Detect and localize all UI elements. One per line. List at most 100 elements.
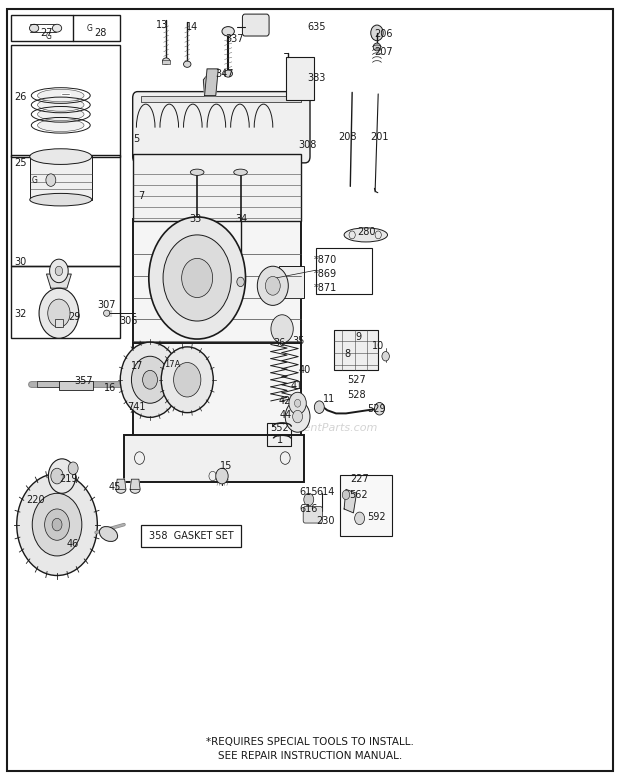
Bar xyxy=(59,381,93,390)
Ellipse shape xyxy=(116,485,126,493)
Text: 34: 34 xyxy=(236,215,248,224)
Circle shape xyxy=(51,468,63,484)
Circle shape xyxy=(46,174,56,186)
Text: 32: 32 xyxy=(14,309,27,319)
Text: 14: 14 xyxy=(186,23,198,32)
Bar xyxy=(279,266,304,298)
Circle shape xyxy=(48,299,70,327)
Ellipse shape xyxy=(184,61,191,67)
Circle shape xyxy=(314,401,324,413)
Text: 208: 208 xyxy=(338,132,356,142)
Text: 36: 36 xyxy=(273,338,285,348)
Ellipse shape xyxy=(30,149,92,164)
Text: 16: 16 xyxy=(104,383,117,392)
Polygon shape xyxy=(130,479,140,489)
Bar xyxy=(141,525,241,547)
Circle shape xyxy=(265,276,280,295)
Polygon shape xyxy=(344,489,356,513)
Circle shape xyxy=(374,402,384,415)
FancyBboxPatch shape xyxy=(133,92,310,163)
Circle shape xyxy=(257,266,288,305)
Text: 280: 280 xyxy=(357,227,376,236)
Polygon shape xyxy=(205,69,218,96)
Text: 383: 383 xyxy=(308,74,326,83)
FancyBboxPatch shape xyxy=(133,154,301,221)
Circle shape xyxy=(52,518,62,531)
Text: 592: 592 xyxy=(368,512,386,521)
Circle shape xyxy=(163,235,231,321)
Circle shape xyxy=(50,259,68,283)
Text: 219: 219 xyxy=(59,474,78,484)
Text: 27: 27 xyxy=(40,28,53,38)
Text: 206: 206 xyxy=(374,30,392,39)
Text: 635: 635 xyxy=(307,23,326,32)
Text: 25: 25 xyxy=(14,158,27,168)
Text: 347: 347 xyxy=(215,69,234,78)
Text: 741: 741 xyxy=(127,402,146,412)
Circle shape xyxy=(32,493,82,556)
Circle shape xyxy=(45,509,69,540)
Bar xyxy=(11,15,120,41)
Text: 29: 29 xyxy=(68,312,81,322)
Ellipse shape xyxy=(224,70,232,77)
Text: 17: 17 xyxy=(131,362,144,371)
Bar xyxy=(340,475,392,536)
Text: 41: 41 xyxy=(290,381,303,391)
Circle shape xyxy=(355,512,365,525)
Ellipse shape xyxy=(99,526,118,542)
Text: 616: 616 xyxy=(299,504,318,514)
Text: *REQUIRES SPECIAL TOOLS TO INSTALL.: *REQUIRES SPECIAL TOOLS TO INSTALL. xyxy=(206,738,414,747)
Text: SEE REPAIR INSTRUCTION MANUAL.: SEE REPAIR INSTRUCTION MANUAL. xyxy=(218,751,402,760)
Bar xyxy=(11,155,120,266)
Text: G: G xyxy=(31,175,37,185)
Circle shape xyxy=(271,315,293,343)
Ellipse shape xyxy=(104,310,110,316)
Circle shape xyxy=(174,363,201,397)
Circle shape xyxy=(382,352,389,361)
Circle shape xyxy=(131,356,169,403)
Ellipse shape xyxy=(38,119,84,132)
Bar xyxy=(316,248,372,294)
Circle shape xyxy=(342,490,350,500)
Text: 33: 33 xyxy=(189,215,202,224)
Ellipse shape xyxy=(30,24,38,32)
Text: 10: 10 xyxy=(372,341,384,351)
Text: 308: 308 xyxy=(298,140,317,150)
Circle shape xyxy=(304,493,314,506)
Text: 1: 1 xyxy=(277,435,283,445)
Text: 9: 9 xyxy=(355,332,361,341)
Text: 227: 227 xyxy=(350,474,369,484)
Text: 28: 28 xyxy=(94,28,107,38)
Text: 230: 230 xyxy=(316,516,335,525)
Text: 201: 201 xyxy=(370,132,389,142)
Bar xyxy=(37,381,87,387)
Text: 357: 357 xyxy=(74,377,93,386)
Ellipse shape xyxy=(190,169,204,175)
Ellipse shape xyxy=(234,169,247,175)
Circle shape xyxy=(371,25,383,41)
Text: 30: 30 xyxy=(14,258,27,267)
Circle shape xyxy=(48,459,76,493)
Ellipse shape xyxy=(162,58,170,64)
Bar xyxy=(141,96,301,102)
Ellipse shape xyxy=(222,27,234,36)
Ellipse shape xyxy=(130,485,140,493)
Text: 307: 307 xyxy=(97,301,116,310)
Ellipse shape xyxy=(344,228,388,242)
Ellipse shape xyxy=(373,43,381,51)
Circle shape xyxy=(149,217,246,339)
Text: 552: 552 xyxy=(270,423,289,432)
FancyBboxPatch shape xyxy=(242,14,269,36)
Circle shape xyxy=(120,342,180,417)
Bar xyxy=(55,319,63,327)
Circle shape xyxy=(182,258,213,298)
Text: eReplacementParts.com: eReplacementParts.com xyxy=(242,424,378,433)
Bar xyxy=(11,45,120,157)
Text: 614: 614 xyxy=(316,487,335,496)
Text: 8: 8 xyxy=(344,349,350,359)
Ellipse shape xyxy=(38,108,84,121)
Bar xyxy=(334,330,378,370)
Circle shape xyxy=(289,392,306,414)
Text: 44: 44 xyxy=(279,410,291,420)
Text: 45: 45 xyxy=(108,482,121,492)
